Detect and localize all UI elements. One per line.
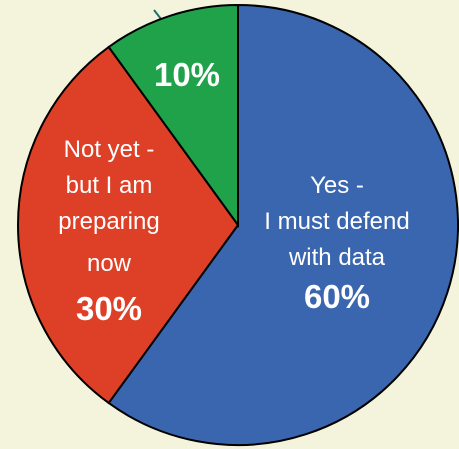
slice-not-yet-label-line-1: Not yet - <box>64 136 155 163</box>
slice-yes-label-line-3: with data <box>288 244 386 271</box>
slice-yes-label-line-2: I must defend <box>264 208 409 235</box>
pie-slice-yes <box>107 3 459 446</box>
pie-slice-not-yet <box>16 45 240 405</box>
slice-10-percent-label: 10% <box>154 56 220 93</box>
slice-not-yet-percent: 30% <box>76 290 142 327</box>
slice-yes-percent: 60% <box>304 278 370 315</box>
slice-not-yet-label-line-2: but I am <box>66 172 153 199</box>
pie-slice-10-percent <box>107 3 239 229</box>
slice-not-yet-label-line-4: now <box>87 250 132 277</box>
slice-not-yet-label-line-3: preparing <box>58 208 159 235</box>
slice-yes-label-line-1: Yes - <box>310 172 364 199</box>
